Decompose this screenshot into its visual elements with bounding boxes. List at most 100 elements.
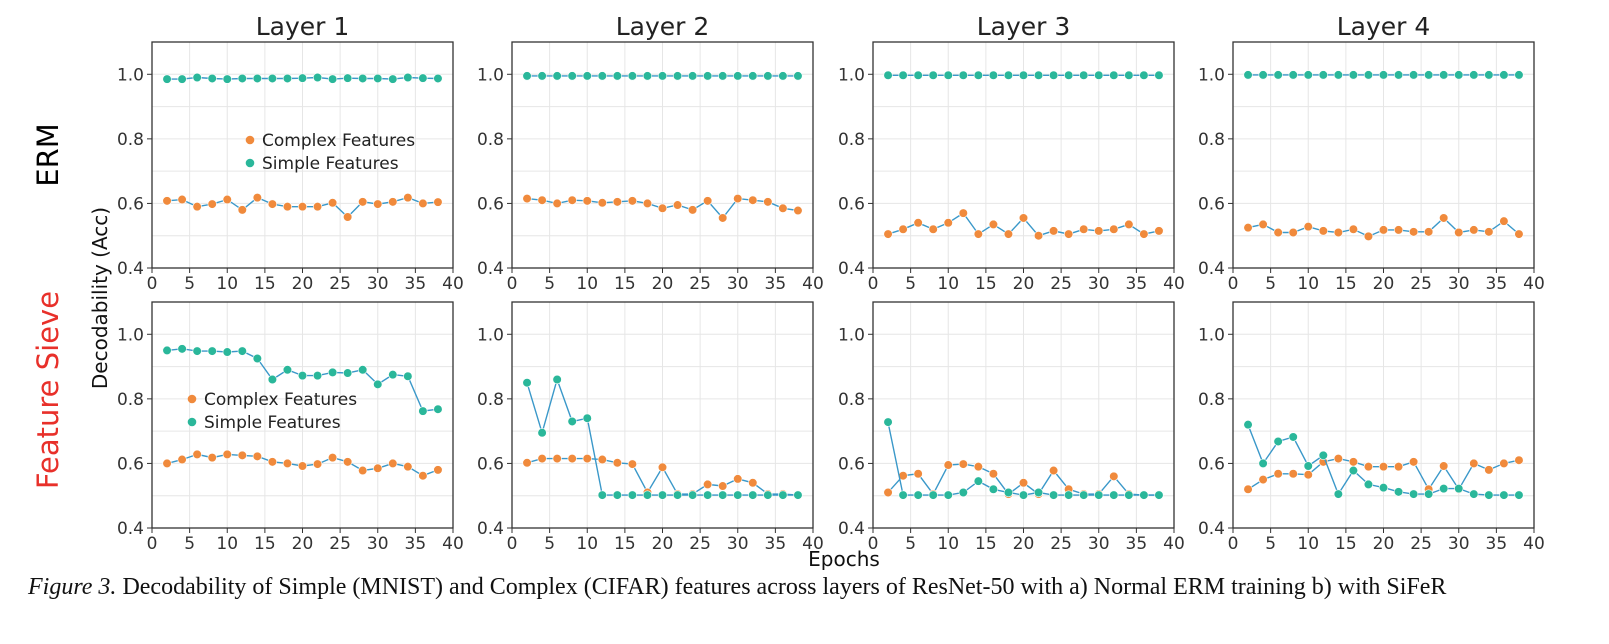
column-title-2: Layer 2 <box>616 12 710 41</box>
complex-point <box>1363 231 1374 241</box>
simple-point <box>403 72 413 83</box>
x-tick-label: 10 <box>937 534 959 554</box>
complex-point <box>312 202 323 212</box>
complex-point <box>1408 227 1419 237</box>
legend-complex-label: Complex Features <box>262 131 415 151</box>
x-tick-label: 35 <box>1486 274 1508 294</box>
x-tick-label: 30 <box>1088 274 1110 294</box>
x-tick-label: 25 <box>329 534 351 554</box>
simple-point <box>1124 70 1134 80</box>
complex-point <box>627 459 638 469</box>
simple-point <box>1273 70 1283 80</box>
x-tick-label: 20 <box>292 534 314 554</box>
complex-point <box>177 454 187 465</box>
y-tick-label: 0.8 <box>117 130 144 150</box>
simple-point <box>207 73 217 84</box>
simple-point <box>433 73 443 84</box>
complex-point <box>1303 222 1313 232</box>
x-tick-label: 10 <box>216 534 238 554</box>
simple-point <box>627 71 638 81</box>
simple-point <box>537 428 547 438</box>
complex-point <box>913 218 923 228</box>
simple-point <box>192 72 202 83</box>
simple-point <box>582 71 592 81</box>
x-tick-label: 15 <box>614 534 636 554</box>
x-tick-label: 0 <box>868 534 879 554</box>
y-tick-label: 1.0 <box>838 325 865 345</box>
x-tick-label: 35 <box>765 274 787 294</box>
complex-point <box>612 458 622 468</box>
simple-point <box>1408 489 1419 499</box>
simple-point <box>567 71 577 81</box>
complex-point <box>522 193 532 204</box>
complex-point <box>388 197 398 207</box>
x-tick-label: 20 <box>652 274 674 294</box>
simple-point <box>388 370 398 380</box>
x-tick-label: 0 <box>147 534 158 554</box>
x-tick-label: 0 <box>868 274 879 294</box>
simple-point <box>1273 436 1283 447</box>
complex-point <box>973 462 983 472</box>
complex-point <box>403 462 413 472</box>
x-tick-label: 25 <box>329 274 351 294</box>
x-tick-label: 0 <box>1228 274 1239 294</box>
y-tick-label: 0.4 <box>838 519 865 539</box>
complex-point <box>672 200 683 210</box>
row-label-2: Feature Sieve <box>31 291 65 489</box>
simple-point <box>958 487 968 498</box>
x-tick-label: 25 <box>689 534 711 554</box>
simple-point <box>1243 70 1253 80</box>
simple-point <box>988 70 999 80</box>
complex-point <box>582 196 592 206</box>
chart-panel-4: 0 5 10 15 20 25 30 35 40 0.4 0.6 0.8 1.0 <box>1198 41 1545 294</box>
complex-point <box>703 479 713 490</box>
simple-point <box>1018 490 1029 500</box>
complex-point <box>1243 484 1253 494</box>
y-tick-label: 0.8 <box>1198 390 1225 410</box>
simple-point <box>1378 70 1389 80</box>
simple-point <box>597 71 607 81</box>
simple-point <box>522 71 532 81</box>
simple-point <box>703 71 713 81</box>
complex-point <box>343 457 353 467</box>
x-tick-label: 40 <box>1523 534 1545 554</box>
complex-point <box>1393 462 1404 472</box>
simple-point <box>1079 490 1089 500</box>
simple-point <box>1064 70 1074 80</box>
simple-point <box>1033 487 1044 498</box>
simple-point <box>358 365 368 375</box>
y-tick-label: 0.6 <box>117 194 144 214</box>
simple-point <box>1303 461 1313 471</box>
simple-point <box>1469 489 1479 499</box>
complex-point <box>958 459 968 469</box>
complex-point <box>763 197 773 207</box>
simple-point <box>642 490 653 500</box>
x-tick-label: 30 <box>727 274 749 294</box>
complex-point <box>297 202 308 212</box>
simple-point <box>1003 487 1014 498</box>
x-tick-label: 20 <box>1373 274 1395 294</box>
simple-point <box>222 74 232 84</box>
simple-point <box>267 73 278 84</box>
simple-point <box>883 70 893 80</box>
complex-point <box>552 453 562 464</box>
complex-point <box>1333 453 1343 464</box>
simple-point <box>748 490 758 500</box>
simple-point <box>1484 490 1494 500</box>
complex-point <box>1333 227 1343 238</box>
complex-point <box>237 205 247 215</box>
complex-point <box>1258 474 1268 485</box>
complex-point <box>1018 213 1029 223</box>
simple-point <box>898 70 908 80</box>
simple-point <box>973 70 983 80</box>
x-tick-label: 40 <box>442 274 464 294</box>
x-tick-label: 5 <box>1265 534 1276 554</box>
complex-point <box>718 481 728 491</box>
simple-point <box>1333 489 1343 499</box>
y-tick-label: 1.0 <box>117 325 144 345</box>
complex-point <box>207 199 217 209</box>
x-tick-label: 30 <box>367 534 389 554</box>
simple-point <box>1499 490 1509 500</box>
simple-point <box>312 72 323 83</box>
y-tick-label: 0.8 <box>477 130 504 150</box>
